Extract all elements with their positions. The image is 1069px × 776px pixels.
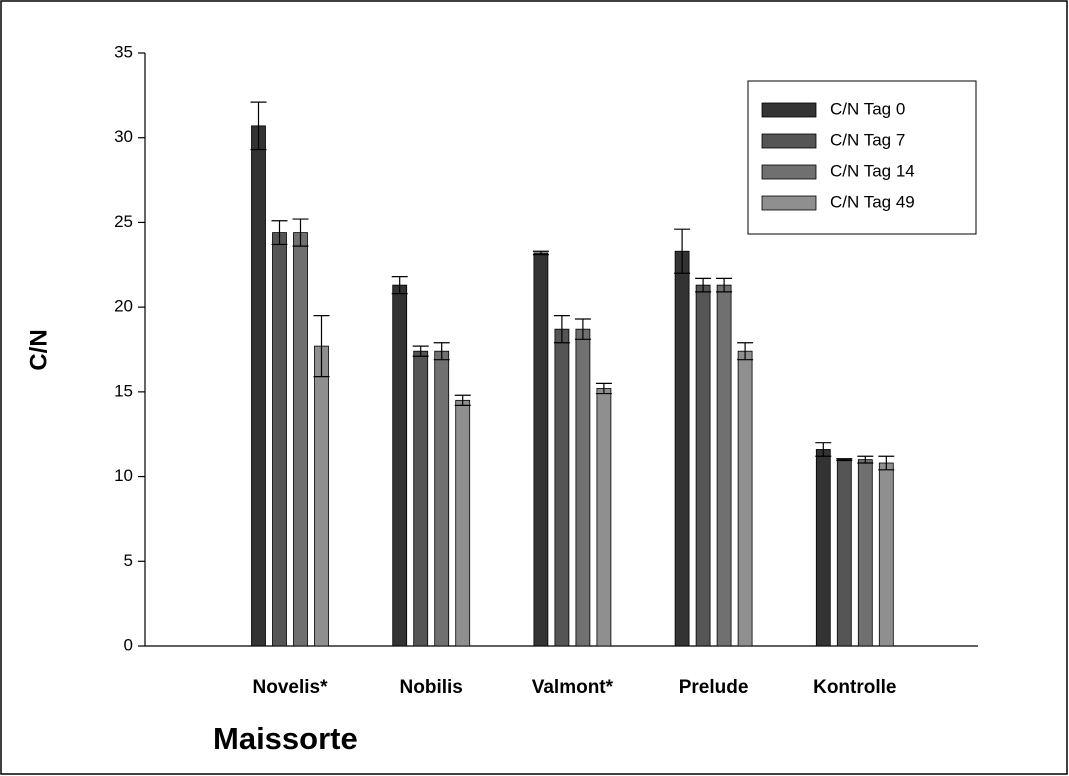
error-bar [391,276,408,295]
bar [674,250,690,647]
error-bar [532,250,549,256]
bar [413,350,429,647]
error-bar [412,345,429,357]
bar [533,252,549,647]
y-tick-label: 10 [114,466,133,485]
legend-swatch [761,195,817,211]
error-bar [553,315,570,344]
error-bar [815,442,832,457]
bar [554,328,570,647]
bar [575,328,591,647]
bar [836,459,852,647]
bar [695,284,711,647]
legend-label: C/N Tag 49 [830,192,915,211]
legend-label: C/N Tag 14 [830,161,915,180]
legend-swatch [761,164,817,180]
bar [596,388,612,647]
error-bar [574,318,591,340]
legend-label: C/N Tag 7 [830,130,905,149]
error-bar [695,277,712,293]
legend-label: C/N Tag 0 [830,99,905,118]
bar [878,462,894,647]
bar [815,449,831,647]
y-tick-label: 35 [114,42,133,61]
bar [857,459,873,647]
bar [392,284,408,647]
legend-swatch [761,133,817,149]
bar [737,350,753,647]
legend-swatch [761,102,817,118]
y-tick-label: 20 [114,297,133,316]
error-bar [433,342,450,361]
error-bar [271,220,288,246]
error-bar [313,315,330,378]
error-bar [250,101,267,151]
error-bar [716,277,733,293]
bar [455,399,471,647]
error-bar [737,342,754,361]
x-tick-label: Valmont* [532,677,614,698]
x-tick-label: Novelis* [253,677,329,698]
bar [251,125,266,647]
y-tick-label: 25 [114,212,133,231]
bar [434,350,450,647]
bar [716,284,732,647]
error-bar [836,458,853,462]
y-tick-label: 5 [124,551,133,570]
error-bar [595,382,612,395]
error-bar [878,455,895,471]
bar [314,345,329,647]
y-tick-label: 30 [114,127,133,146]
bar [293,232,308,647]
x-tick-label: Prelude [679,677,749,698]
y-axis-label: C/N [25,329,52,370]
error-bar [857,455,874,464]
y-tick-label: 15 [114,381,133,400]
error-bar [454,394,471,407]
x-tick-label: Kontrolle [813,677,896,698]
bar [272,232,287,647]
error-bar [674,228,691,274]
error-bar [292,218,309,247]
y-tick-label: 0 [124,635,133,654]
x-tick-label: Nobilis [400,677,463,698]
x-axis-label: Maissorte [213,721,358,756]
